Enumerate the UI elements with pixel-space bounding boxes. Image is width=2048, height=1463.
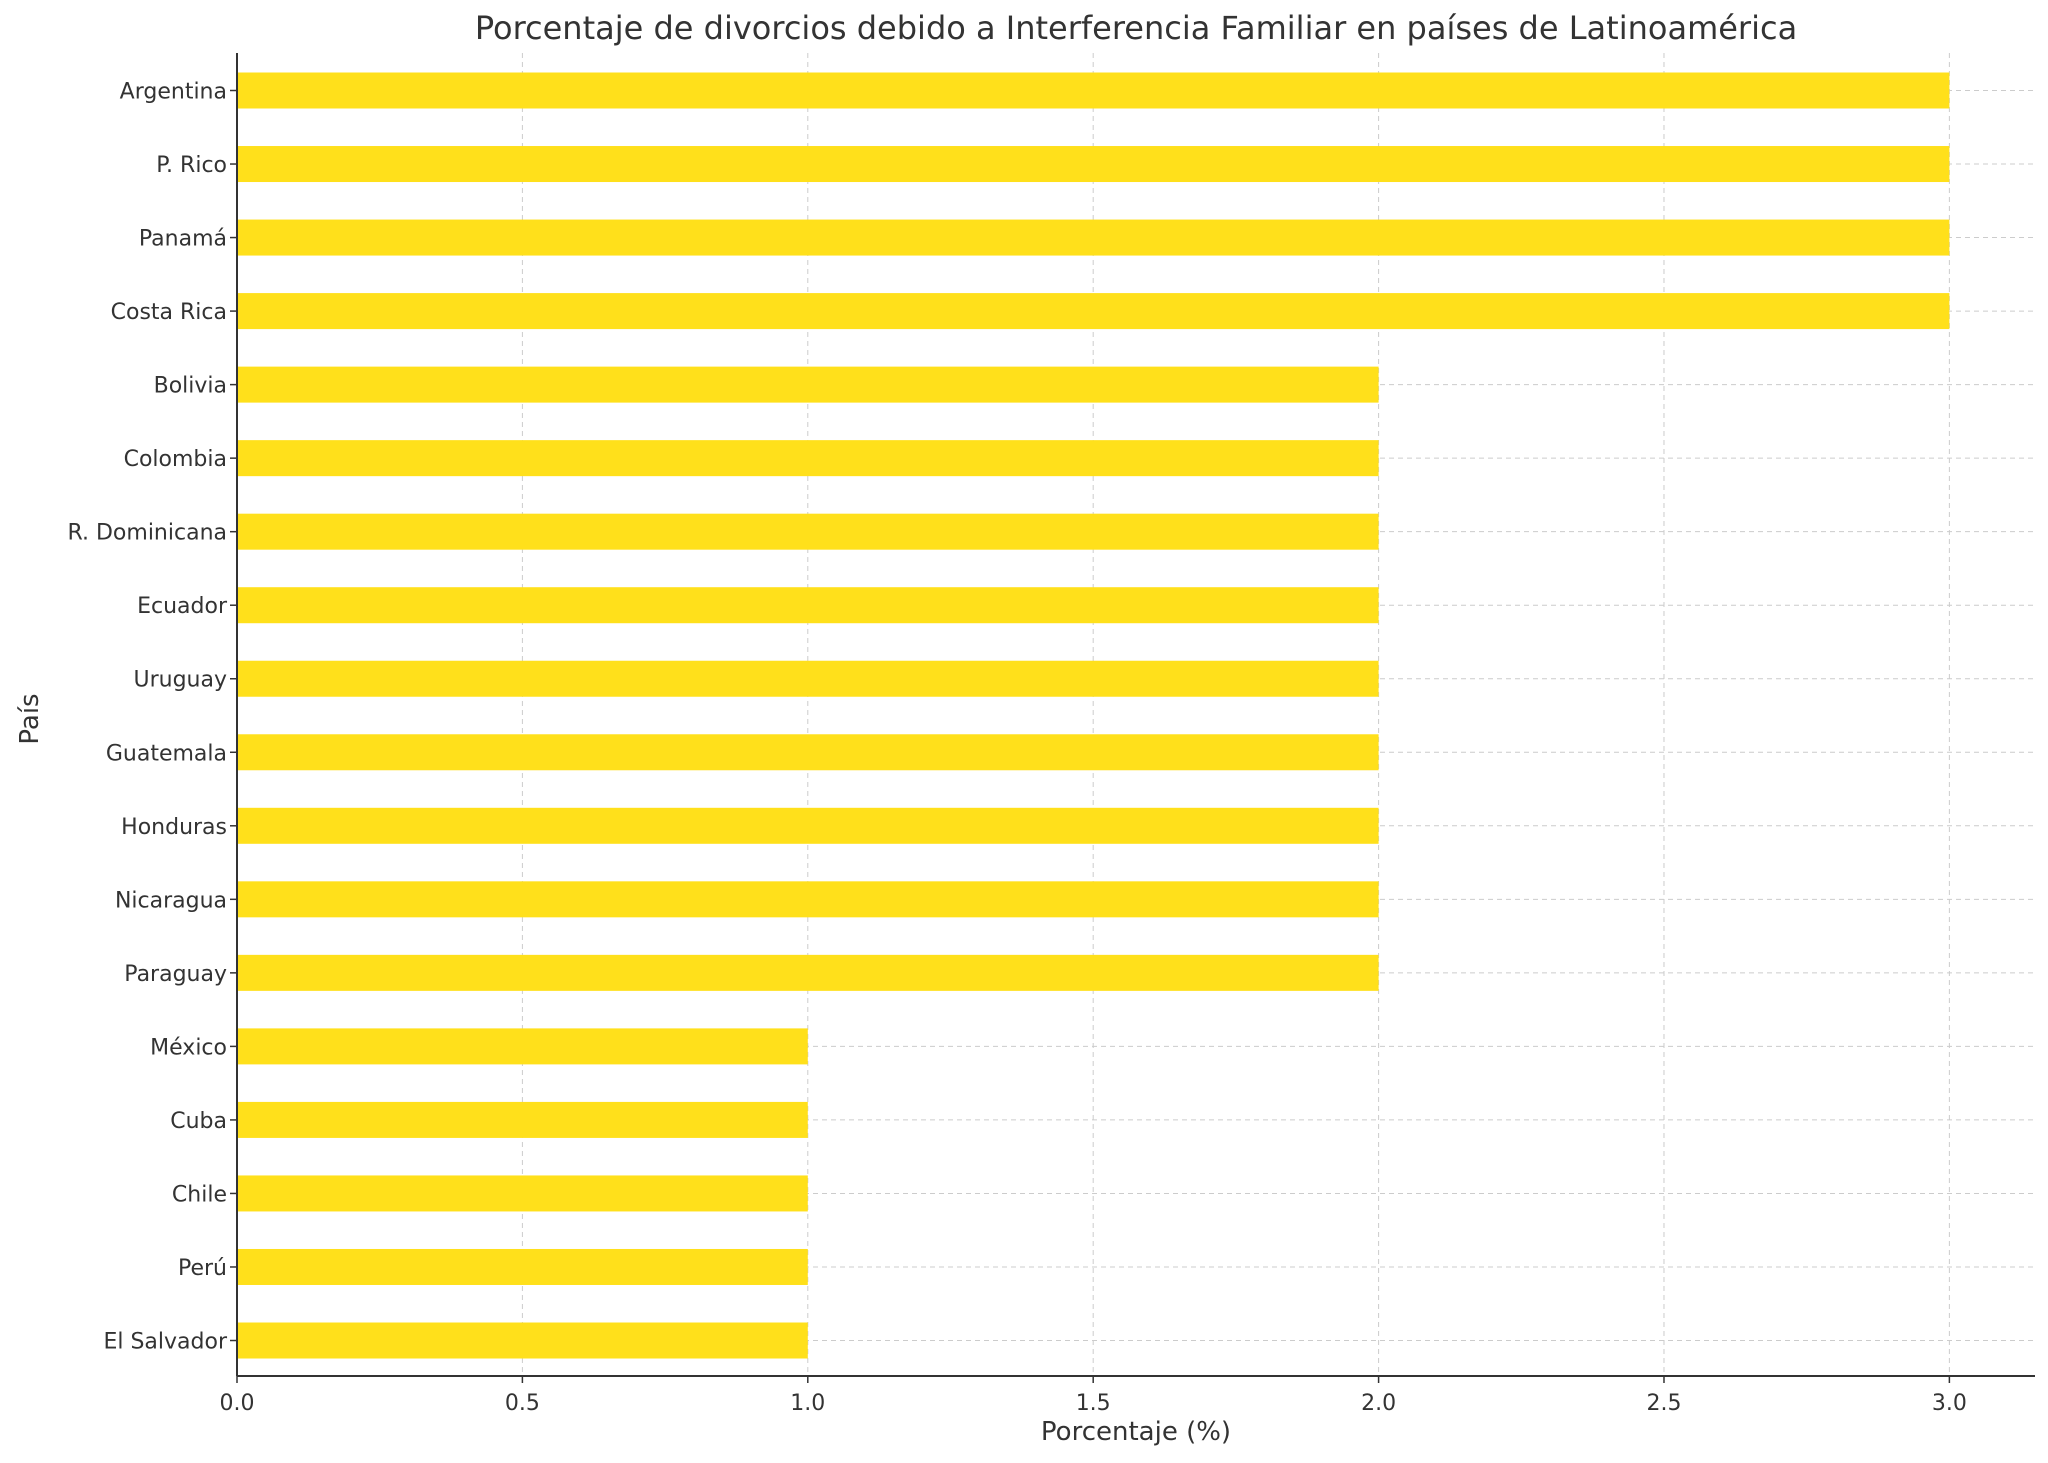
- x-axis-label: Porcentaje (%): [1041, 1417, 1231, 1447]
- y-tick-label: Honduras: [121, 815, 227, 840]
- bar: [237, 293, 1950, 330]
- x-tick-label: 3.0: [1932, 1391, 1967, 1416]
- bar: [237, 807, 1379, 844]
- bar: [237, 954, 1379, 991]
- bar: [237, 1028, 808, 1065]
- y-tick-label: México: [150, 1035, 227, 1060]
- bar: [237, 1101, 808, 1138]
- bar: [237, 1248, 808, 1285]
- y-tick-label: Nicaragua: [115, 888, 227, 913]
- axes-layer: [236, 53, 2035, 1377]
- bar: [237, 587, 1379, 624]
- x-tick-label: 0.5: [505, 1391, 540, 1416]
- y-tick-label: Colombia: [124, 447, 227, 472]
- y-tick-label: Ecuador: [137, 594, 228, 619]
- x-tick-label: 0.0: [220, 1391, 255, 1416]
- bar: [237, 440, 1379, 477]
- y-tick-label: Paraguay: [124, 962, 227, 987]
- bar: [237, 366, 1379, 403]
- bar: [237, 660, 1379, 697]
- y-tick-label: Chile: [172, 1182, 227, 1207]
- bar: [237, 734, 1379, 771]
- y-tick-label: P. Rico: [156, 153, 227, 178]
- bar: [237, 513, 1379, 550]
- bar: [237, 146, 1950, 183]
- y-tick-label: Perú: [178, 1256, 227, 1281]
- y-tick-label: Argentina: [120, 80, 227, 105]
- y-tick-label: Uruguay: [134, 668, 228, 693]
- y-tick-label: Panamá: [139, 227, 227, 252]
- x-tick-label: 2.0: [1361, 1391, 1396, 1416]
- y-tick-label: El Salvador: [103, 1330, 227, 1355]
- y-tick-label: Costa Rica: [111, 300, 227, 325]
- bars-layer: [237, 72, 1950, 1359]
- bar: [237, 1322, 808, 1359]
- bar: [237, 219, 1950, 256]
- x-tick-label: 1.5: [1076, 1391, 1111, 1416]
- chart-title: Porcentaje de divorcios debido a Interfe…: [475, 9, 1797, 47]
- ticks-layer: 0.0 0.5 1.0 1.5 2.0 2.5 3.0 Argentina P. Rico Pan…: [68, 80, 1967, 1417]
- bar: [237, 881, 1379, 918]
- y-tick-label: Guatemala: [106, 741, 227, 766]
- x-tick-label: 2.5: [1646, 1391, 1681, 1416]
- x-tick-label: 1.0: [790, 1391, 825, 1416]
- y-axis-label: País: [15, 693, 45, 744]
- y-tick-label: R. Dominicana: [68, 521, 228, 546]
- bar: [237, 1175, 808, 1212]
- bar: [237, 72, 1950, 109]
- y-tick-label: Bolivia: [154, 374, 227, 399]
- y-tick-label: Cuba: [170, 1109, 227, 1134]
